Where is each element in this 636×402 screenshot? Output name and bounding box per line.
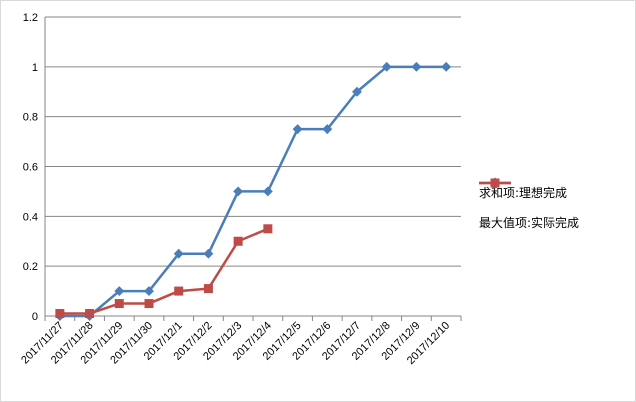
series-0-point-13 xyxy=(441,61,452,72)
series-1-point-0 xyxy=(55,309,65,319)
series-0-point-7 xyxy=(262,186,273,197)
series-line-0 xyxy=(59,65,447,318)
y-tick-label-6: 1.2 xyxy=(23,12,38,24)
y-tick-label-3: 0.6 xyxy=(23,162,38,174)
series-1-point-1 xyxy=(85,309,95,319)
series-0-point-3 xyxy=(144,286,154,297)
series-1-point-2 xyxy=(114,299,124,309)
series-0-point-12 xyxy=(411,61,422,72)
series-1-point-7 xyxy=(263,224,273,234)
y-tick-label-5: 1 xyxy=(32,62,38,74)
series-0-point-4 xyxy=(173,248,184,259)
series-0-point-8 xyxy=(292,124,303,135)
y-tick-label-2: 0.4 xyxy=(23,211,38,223)
series-0-point-6 xyxy=(233,186,244,197)
series-1-point-6 xyxy=(233,236,243,246)
series-1-point-4 xyxy=(174,286,184,296)
series-0-point-5 xyxy=(203,248,214,259)
y-tick-label-0: 0 xyxy=(32,311,38,323)
legend-item-actual: 最大值项:实际完成 xyxy=(479,178,629,237)
y-tick-label-1: 0.2 xyxy=(23,261,38,273)
series-1-point-3 xyxy=(144,299,154,309)
series-line-1 xyxy=(59,227,269,315)
chart-legend: 求和项:理想完成 最大值项:实际完成 xyxy=(479,177,629,237)
legend-label-ideal: 求和项:理想完成 xyxy=(479,185,568,200)
legend-label-actual: 最大值项:实际完成 xyxy=(479,215,580,230)
legend-swatch-actual xyxy=(479,178,511,188)
y-tick-label-4: 0.8 xyxy=(23,112,38,124)
series-1-point-5 xyxy=(203,284,213,294)
